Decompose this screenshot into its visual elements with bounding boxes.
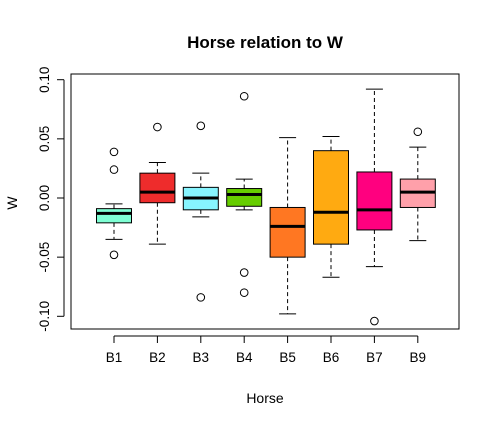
x-tick-label: B5 bbox=[279, 350, 296, 365]
y-tick-label: 0.10 bbox=[37, 67, 52, 93]
outlier-point bbox=[239, 91, 249, 101]
box-body bbox=[139, 172, 176, 204]
x-tick-label: B1 bbox=[106, 350, 123, 365]
x-tick-label: B9 bbox=[410, 350, 427, 365]
box-B9 bbox=[399, 127, 436, 242]
y-tick-label: -0.10 bbox=[37, 301, 52, 332]
outlier-point bbox=[153, 122, 162, 132]
y-tick-label: 0.00 bbox=[37, 185, 52, 211]
outlier-point bbox=[239, 268, 249, 277]
box-B2 bbox=[139, 122, 176, 245]
box-body bbox=[313, 150, 349, 245]
box-B4 bbox=[226, 91, 263, 297]
outlier-point bbox=[109, 165, 119, 174]
outlier-point bbox=[196, 293, 206, 302]
plot-marks: -0.10 -0.05 0.00 0.05 0.10 B1 B2 B3 B4 B5 B6 B7 B9 bbox=[37, 67, 436, 365]
x-tick-label: B6 bbox=[323, 350, 340, 365]
outlier-point bbox=[370, 316, 379, 326]
chart-title: Horse relation to W bbox=[187, 33, 344, 52]
x-tick-label: B4 bbox=[236, 350, 253, 365]
y-tick-label: 0.05 bbox=[37, 126, 52, 152]
x-axis-label: Horse bbox=[246, 390, 284, 406]
x-tick-label: B7 bbox=[366, 350, 383, 365]
outlier-point bbox=[413, 127, 423, 137]
box-body bbox=[269, 206, 306, 258]
y-axis-label: W bbox=[4, 196, 20, 210]
x-tick-label: B2 bbox=[149, 350, 166, 365]
y-tick-label: -0.05 bbox=[37, 242, 52, 273]
box-B7 bbox=[356, 88, 393, 326]
box-body bbox=[96, 208, 132, 224]
box-body bbox=[356, 171, 393, 231]
box-B5 bbox=[269, 137, 306, 315]
box-body bbox=[226, 188, 263, 207]
box-B1 bbox=[96, 147, 132, 260]
outlier-point bbox=[109, 250, 119, 260]
plot-frame bbox=[70, 73, 460, 330]
box-B3 bbox=[182, 121, 219, 302]
box-B6 bbox=[313, 135, 349, 278]
outlier-point bbox=[109, 147, 119, 157]
x-tick-label: B3 bbox=[193, 350, 210, 365]
outlier-point bbox=[196, 121, 206, 131]
outlier-point bbox=[239, 288, 249, 297]
